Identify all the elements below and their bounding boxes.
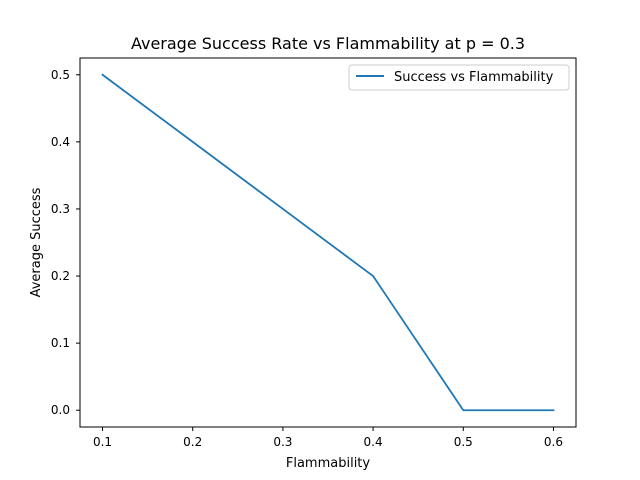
x-tick-label: 0.6 <box>544 435 563 449</box>
legend-entry-label: Success vs Flammability <box>394 70 554 85</box>
x-tick-label: 0.4 <box>364 435 383 449</box>
y-tick-label: 0.4 <box>51 135 70 149</box>
y-tick-label: 0.5 <box>51 68 70 82</box>
y-tick-label: 0.0 <box>51 403 70 417</box>
plot-frame <box>79 57 577 428</box>
x-tick-label: 0.3 <box>273 435 292 449</box>
x-tick-label: 0.5 <box>454 435 473 449</box>
x-axis-label: Flammability <box>286 456 371 471</box>
x-tick-label: 0.2 <box>183 435 202 449</box>
legend-box <box>348 64 570 91</box>
legend: Success vs Flammability <box>348 64 570 91</box>
y-axis-label: Average Success <box>29 187 44 297</box>
y-axis-ticks: 0.0 0.1 0.2 0.3 0.4 0.5 <box>51 68 80 417</box>
series-line <box>101 73 555 412</box>
x-axis-ticks: 0.1 0.2 0.3 0.4 0.5 0.6 <box>93 427 563 449</box>
chart-title: Average Success Rate vs Flammability at … <box>131 34 525 53</box>
y-tick-label: 0.3 <box>51 202 70 216</box>
y-tick-label: 0.1 <box>51 336 70 350</box>
y-tick-label: 0.2 <box>51 269 70 283</box>
series-layer <box>101 73 555 412</box>
x-tick-label: 0.1 <box>93 435 112 449</box>
